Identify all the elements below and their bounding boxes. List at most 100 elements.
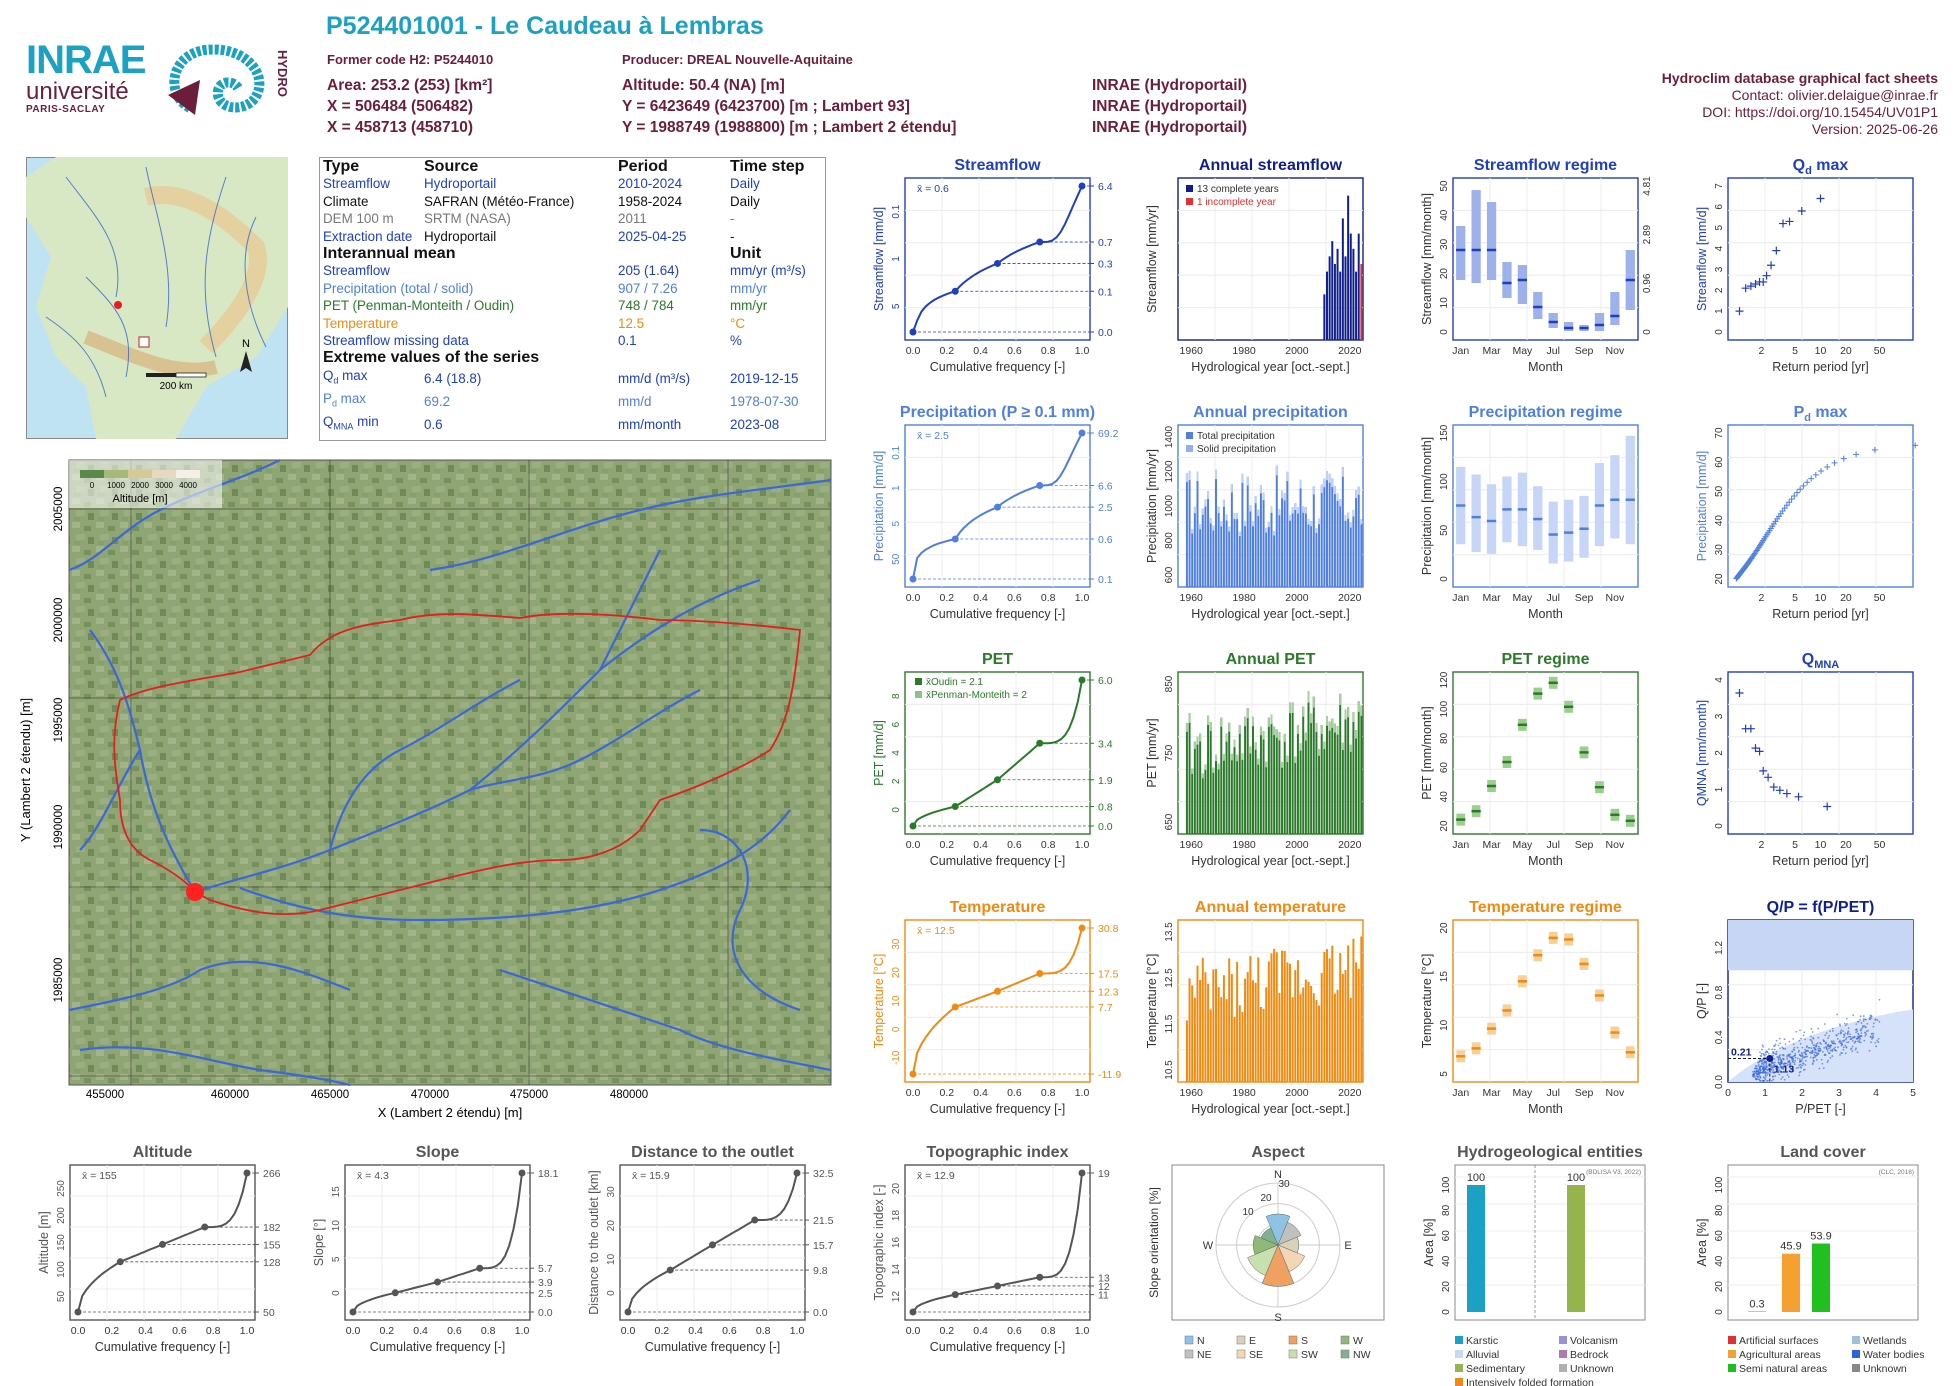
qp-point (1826, 1050, 1829, 1052)
qp-point (1831, 1027, 1834, 1030)
annual-bar-overlay (1352, 510, 1355, 517)
quantile-point (793, 1169, 801, 1177)
right-tick-label: 6.4 (1098, 181, 1113, 193)
extreme-date: 1978-07-30 (730, 393, 799, 409)
qp-point (1764, 1078, 1767, 1081)
qp-point (1783, 1065, 1786, 1068)
annual-bar-overlay (1360, 518, 1363, 525)
x-tick-label: 0.4 (138, 1325, 153, 1337)
source-row: Climate SAFRAN (Météo-France) 1958-2024 Dai… (320, 193, 825, 210)
mean-label: x̄ = 12.5 (917, 925, 955, 937)
rp-point (1759, 277, 1768, 286)
annual-bar (1320, 972, 1323, 1082)
annual-bar (1341, 218, 1344, 340)
annual-bar-overlay (1336, 493, 1339, 501)
qp-point (1864, 1034, 1867, 1037)
left-tick-label: 12 (891, 1291, 902, 1303)
qp-point (1827, 1059, 1830, 1062)
plot-frame (904, 671, 1091, 835)
extreme-suffix: min (353, 414, 379, 430)
y-tick-label: 7 (1714, 183, 1725, 189)
qp-point (1812, 1037, 1815, 1040)
qp-point (1829, 1046, 1832, 1049)
right-tick-label: 6.0 (1098, 675, 1113, 687)
annual-bar (1244, 716, 1247, 834)
mean-label: PET (Penman-Monteith / Oudin) (323, 298, 515, 314)
plot-frame (1727, 671, 1914, 835)
qp-point (1768, 1048, 1770, 1051)
annual-bar (1212, 969, 1215, 1082)
x-tick-label: 0.6 (172, 1325, 187, 1337)
paris-saclay-logo-text: PARIS-SACLAY (26, 104, 106, 115)
x-tick-label: 10 (1815, 345, 1827, 357)
annual-bar (1318, 518, 1321, 587)
annual-bar-overlay (1204, 764, 1207, 771)
doi[interactable]: DOI: https://doi.org/10.15454/UV01P1 (1702, 104, 1938, 120)
contact[interactable]: Contact: olivier.delaigue@inrae.fr (1731, 87, 1938, 103)
qmna-chart: QMNA 2 5 10 20 50 0 1 2 3 4 Return period [yr] QMNA … (1695, 651, 1914, 868)
qp-point (1846, 1023, 1848, 1025)
qp-point (1857, 1032, 1860, 1035)
annual-bar-overlay (1225, 733, 1228, 742)
y-tick-label: 100 (1714, 1176, 1725, 1193)
chart-title: Hydrogeological entities (1457, 1144, 1643, 1161)
legend-swatch (1852, 1336, 1860, 1344)
x-tick-label: 20 (1840, 592, 1852, 604)
qp-point (1764, 1074, 1767, 1077)
x-tick-label: 1.0 (1075, 1325, 1090, 1337)
annual-bar (1336, 989, 1339, 1082)
qp-point (1797, 1066, 1800, 1069)
qp-point (1781, 1066, 1784, 1068)
annual-bar-overlay (1307, 519, 1310, 525)
qp-point (1844, 1044, 1847, 1047)
qp-point (1832, 1042, 1835, 1045)
annual-bar-overlay (1259, 485, 1262, 494)
qp-point (1777, 1044, 1780, 1047)
qp-point (1854, 1040, 1857, 1043)
x-tick-label: Jan (1452, 345, 1469, 357)
y-tick-label: 800 (1164, 532, 1175, 549)
qp-point (1854, 1028, 1857, 1031)
legend-swatch (1184, 1349, 1194, 1359)
qp-point (1837, 1032, 1840, 1035)
qp-point (1766, 1069, 1769, 1072)
annual-bar-overlay (1304, 732, 1307, 741)
x-axis-label: Return period [yr] (1772, 607, 1869, 621)
annual-bar (1270, 506, 1273, 587)
qp-point (1797, 1050, 1800, 1053)
x-tick-label: 0.4 (973, 1325, 988, 1337)
annual-bar (1244, 978, 1247, 1082)
mean-row: Precipitation (total / solid) 907 / 7.26 m… (320, 280, 825, 297)
qp-point (1775, 1050, 1778, 1053)
right-tick-label: 69.2 (1098, 428, 1119, 440)
annual-bar-overlay (1355, 490, 1358, 499)
qp-point (1810, 1039, 1813, 1042)
qp-point (1836, 1037, 1839, 1040)
qp-point (1784, 1048, 1787, 1050)
x-tick-label: 0.6 (1007, 1325, 1022, 1337)
annual-bar (1207, 715, 1210, 834)
rp-point (1741, 284, 1750, 293)
annual-bar (1339, 271, 1342, 340)
map-xtick: 460000 (211, 1089, 249, 1101)
annual-bar-overlay (1273, 531, 1276, 536)
chart-title: Annual precipitation (1193, 404, 1348, 421)
pet_cdf-chart: PET 6.0 3.4 1.9 0.8 0.0 0.0 0.2 0.4 0.6 0.8 1.0 0 2 4 6… (872, 651, 1113, 868)
col-period: Period (618, 158, 668, 175)
quantile-point (518, 1169, 526, 1177)
annual-bar (1265, 527, 1268, 587)
annual-bar-overlay (1355, 730, 1358, 739)
unit-title: Unit (730, 245, 762, 263)
legend-label: N (1197, 1335, 1205, 1347)
annual-bar (1318, 1005, 1321, 1082)
annual-bar-overlay (1193, 741, 1196, 749)
annual-bar (1265, 987, 1268, 1082)
chart-title: PET regime (1501, 651, 1589, 668)
x-tick-label: 0.0 (906, 839, 921, 851)
qp-point (1762, 1064, 1765, 1066)
x-tick-label: 0.2 (654, 1325, 669, 1337)
annual-bar (1212, 525, 1215, 587)
qp-point (1752, 1072, 1755, 1075)
y-axis-label: Area [%] (1422, 1219, 1436, 1267)
regime-box (1548, 501, 1558, 564)
